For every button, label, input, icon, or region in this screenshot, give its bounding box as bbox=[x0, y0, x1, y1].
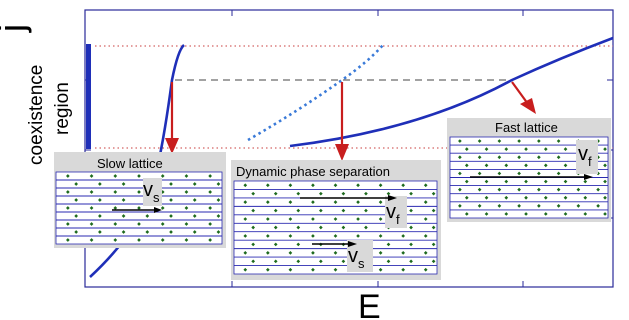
dynamic-slow-velocity-symbol: vs bbox=[348, 245, 365, 271]
fast-lattice-title: Fast lattice bbox=[495, 120, 558, 135]
region-label-line2: region bbox=[52, 82, 73, 135]
slow-lattice-inset: Slow lattice vs bbox=[54, 152, 226, 248]
fast-branch-curve bbox=[289, 36, 614, 148]
dynamic-phase-inset: Dynamic phase separation vf vs bbox=[231, 160, 441, 280]
dynamic-phase-title: Dynamic phase separation bbox=[236, 164, 390, 179]
coexistence-bar bbox=[86, 44, 91, 149]
dynamic-fast-velocity-symbol: vf bbox=[386, 201, 400, 227]
x-axis-label: E bbox=[358, 288, 381, 320]
unstable-branch-curve bbox=[247, 43, 385, 142]
slow-lattice-title: Slow lattice bbox=[97, 156, 163, 171]
fast-velocity-symbol: vf bbox=[578, 143, 592, 169]
y-axis-label: j bbox=[0, 24, 32, 33]
slow-velocity-symbol: vs bbox=[143, 179, 160, 205]
arrow-to-slow-lattice bbox=[165, 82, 179, 154]
fast-lattice-inset: Fast lattice vf bbox=[447, 118, 611, 222]
arrow-to-dynamic-phase bbox=[335, 82, 349, 161]
region-label-line1: coexistence bbox=[26, 65, 47, 165]
arrow-to-fast-lattice bbox=[511, 81, 536, 114]
